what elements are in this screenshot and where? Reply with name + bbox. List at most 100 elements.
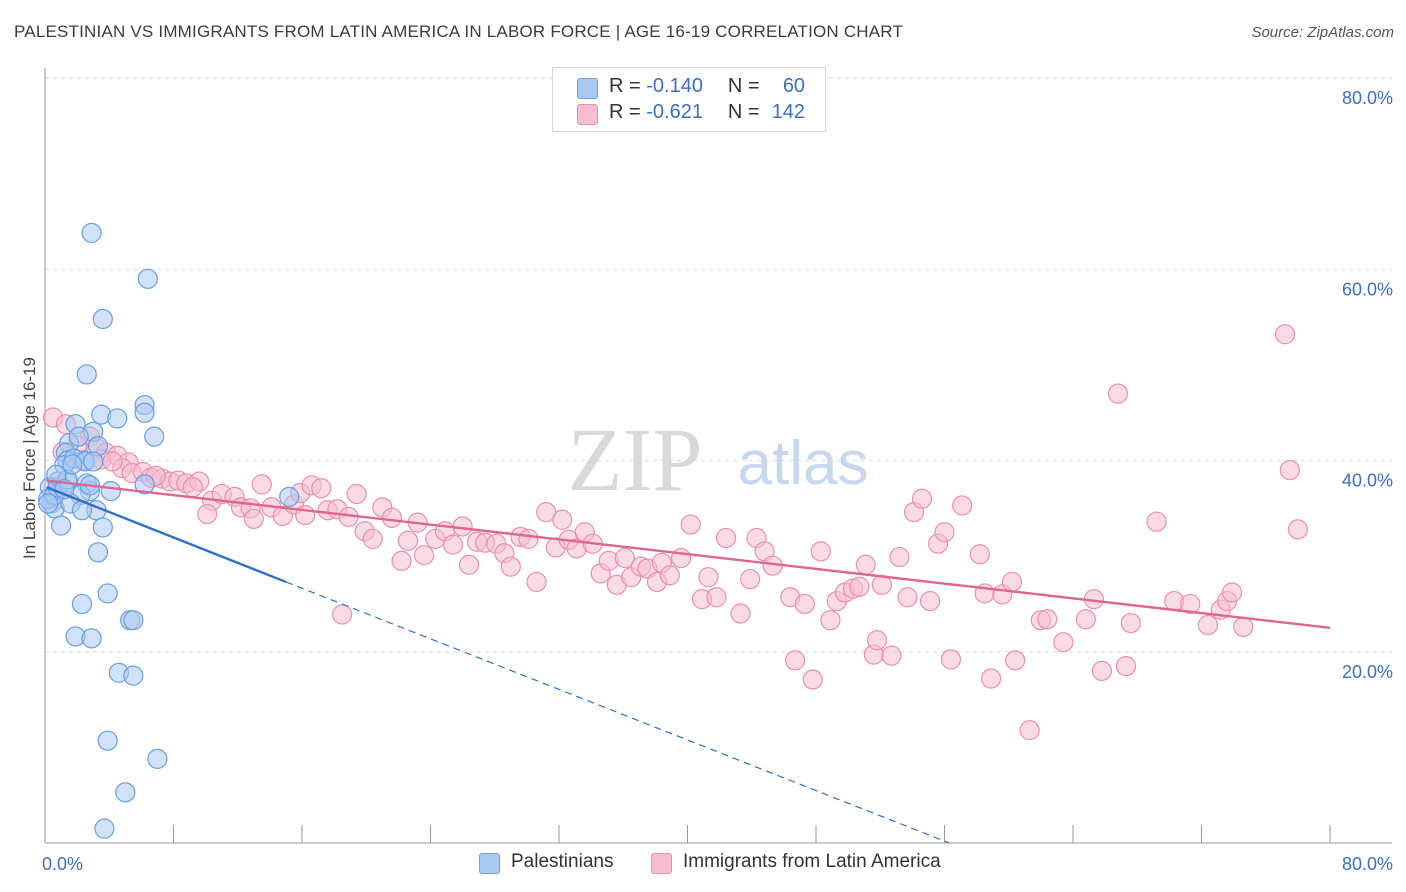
data-point-latin-america [518, 528, 539, 550]
data-point-latin-america [1053, 632, 1074, 653]
legend-swatch-blue [479, 853, 500, 874]
data-point-latin-america [881, 645, 902, 666]
data-point-palestinian [81, 222, 102, 244]
data-point-latin-america [810, 541, 831, 562]
data-point-latin-america [500, 556, 521, 577]
legend-r-label: R = [609, 101, 641, 123]
series-legend: Palestinians Immigrants from Latin Ameri… [0, 851, 1406, 877]
data-point-palestinian [71, 593, 93, 615]
data-point-latin-america [1037, 609, 1058, 630]
data-point-latin-america [680, 514, 701, 535]
legend-label-latin-america: Immigrants from Latin America [683, 851, 941, 872]
data-point-latin-america [311, 478, 332, 499]
data-point-palestinian [123, 665, 144, 686]
data-point-latin-america [1180, 593, 1201, 615]
latin-america-points [42, 324, 1308, 741]
legend-swatch-blue [577, 78, 598, 99]
data-point-latin-america [332, 604, 353, 625]
data-point-palestinian [81, 628, 102, 649]
x-tick-label: 0.0% [42, 854, 83, 874]
data-point-palestinian [100, 481, 121, 502]
data-point-latin-america [1279, 459, 1300, 481]
data-point-latin-america [934, 522, 955, 543]
axes [44, 68, 1392, 844]
data-point-palestinian [144, 426, 165, 447]
data-point-latin-america [1005, 650, 1026, 671]
data-point-palestinian [68, 426, 89, 447]
data-point-latin-america [197, 503, 218, 525]
legend-label-palestinians: Palestinians [511, 851, 614, 872]
data-point-latin-america [866, 630, 888, 651]
data-point-palestinian [147, 748, 168, 769]
data-point-latin-america [659, 565, 680, 586]
data-point-latin-america [785, 650, 806, 671]
data-point-latin-america [940, 649, 962, 670]
data-point-latin-america [855, 554, 876, 575]
data-point-latin-america [911, 488, 933, 509]
legend-n-label: N = [727, 101, 760, 123]
data-point-palestinian [92, 308, 113, 330]
data-point-palestinian [83, 451, 104, 472]
data-point-palestinian [76, 364, 97, 385]
data-point-latin-america [919, 590, 941, 612]
data-point-palestinian [94, 818, 115, 839]
data-point-latin-america [1287, 519, 1308, 540]
data-point-latin-america [1091, 660, 1113, 681]
data-point-latin-america [802, 669, 823, 690]
legend-n-label: N = [727, 75, 760, 97]
data-point-palestinian [97, 583, 118, 604]
y-tick-label: 60.0% [1342, 279, 1393, 299]
data-point-latin-america [1146, 511, 1167, 532]
data-point-palestinian [123, 610, 144, 631]
source-credit: Source: ZipAtlas.com [1251, 24, 1394, 41]
data-point-latin-america [526, 571, 547, 593]
tick-labels: 80.0% 60.0% 40.0% 20.0% 0.0% 80.0% [42, 88, 1393, 874]
data-point-latin-america [794, 593, 815, 615]
data-point-latin-america [980, 668, 1002, 689]
data-point-latin-america [740, 568, 761, 590]
data-point-palestinian [87, 542, 109, 563]
data-point-palestinian [279, 486, 300, 507]
data-point-latin-america [698, 567, 719, 588]
data-point-latin-america [362, 528, 383, 550]
data-point-latin-america [458, 554, 480, 575]
y-tick-label: 20.0% [1342, 662, 1393, 682]
chart-title: PALESTINIAN VS IMMIGRANTS FROM LATIN AME… [14, 22, 904, 41]
data-point-latin-america [715, 527, 737, 549]
legend-swatch-pink [651, 853, 672, 874]
legend-n-value: 142 [771, 101, 806, 123]
legend-n-value: 60 [782, 75, 806, 97]
data-point-latin-america [889, 546, 910, 568]
data-point-latin-america [1019, 720, 1040, 741]
palestinian-points [38, 222, 300, 839]
data-point-latin-america [1221, 582, 1243, 603]
data-point-latin-america [706, 587, 727, 608]
data-point-latin-america [397, 530, 419, 551]
data-point-latin-america [952, 495, 973, 516]
data-point-palestinian [115, 782, 136, 803]
data-point-latin-america [1197, 614, 1219, 636]
trend-line-palestinian [46, 486, 287, 584]
data-point-palestinian [137, 268, 158, 289]
data-point-latin-america [243, 508, 264, 529]
data-point-palestinian [134, 474, 155, 495]
trend-lines [46, 479, 1331, 844]
data-point-palestinian [50, 515, 72, 536]
y-tick-label: 80.0% [1342, 88, 1393, 108]
data-point-latin-america [820, 610, 841, 631]
data-point-latin-america [1107, 383, 1129, 404]
data-point-palestinian [92, 517, 113, 538]
data-point-latin-america [1120, 612, 1141, 634]
y-tick-label: 40.0% [1342, 471, 1393, 491]
data-point-palestinian [134, 402, 155, 423]
trend-line-latin-america [46, 479, 1331, 630]
data-point-latin-america [552, 509, 573, 530]
data-point-latin-america [897, 587, 918, 608]
data-point-latin-america [391, 550, 412, 572]
data-point-latin-america [182, 477, 203, 498]
data-point-latin-america [614, 547, 635, 569]
data-point-latin-america [381, 507, 403, 528]
data-point-palestinian [107, 408, 128, 429]
data-point-latin-america [670, 547, 692, 569]
data-point-latin-america [346, 483, 367, 505]
